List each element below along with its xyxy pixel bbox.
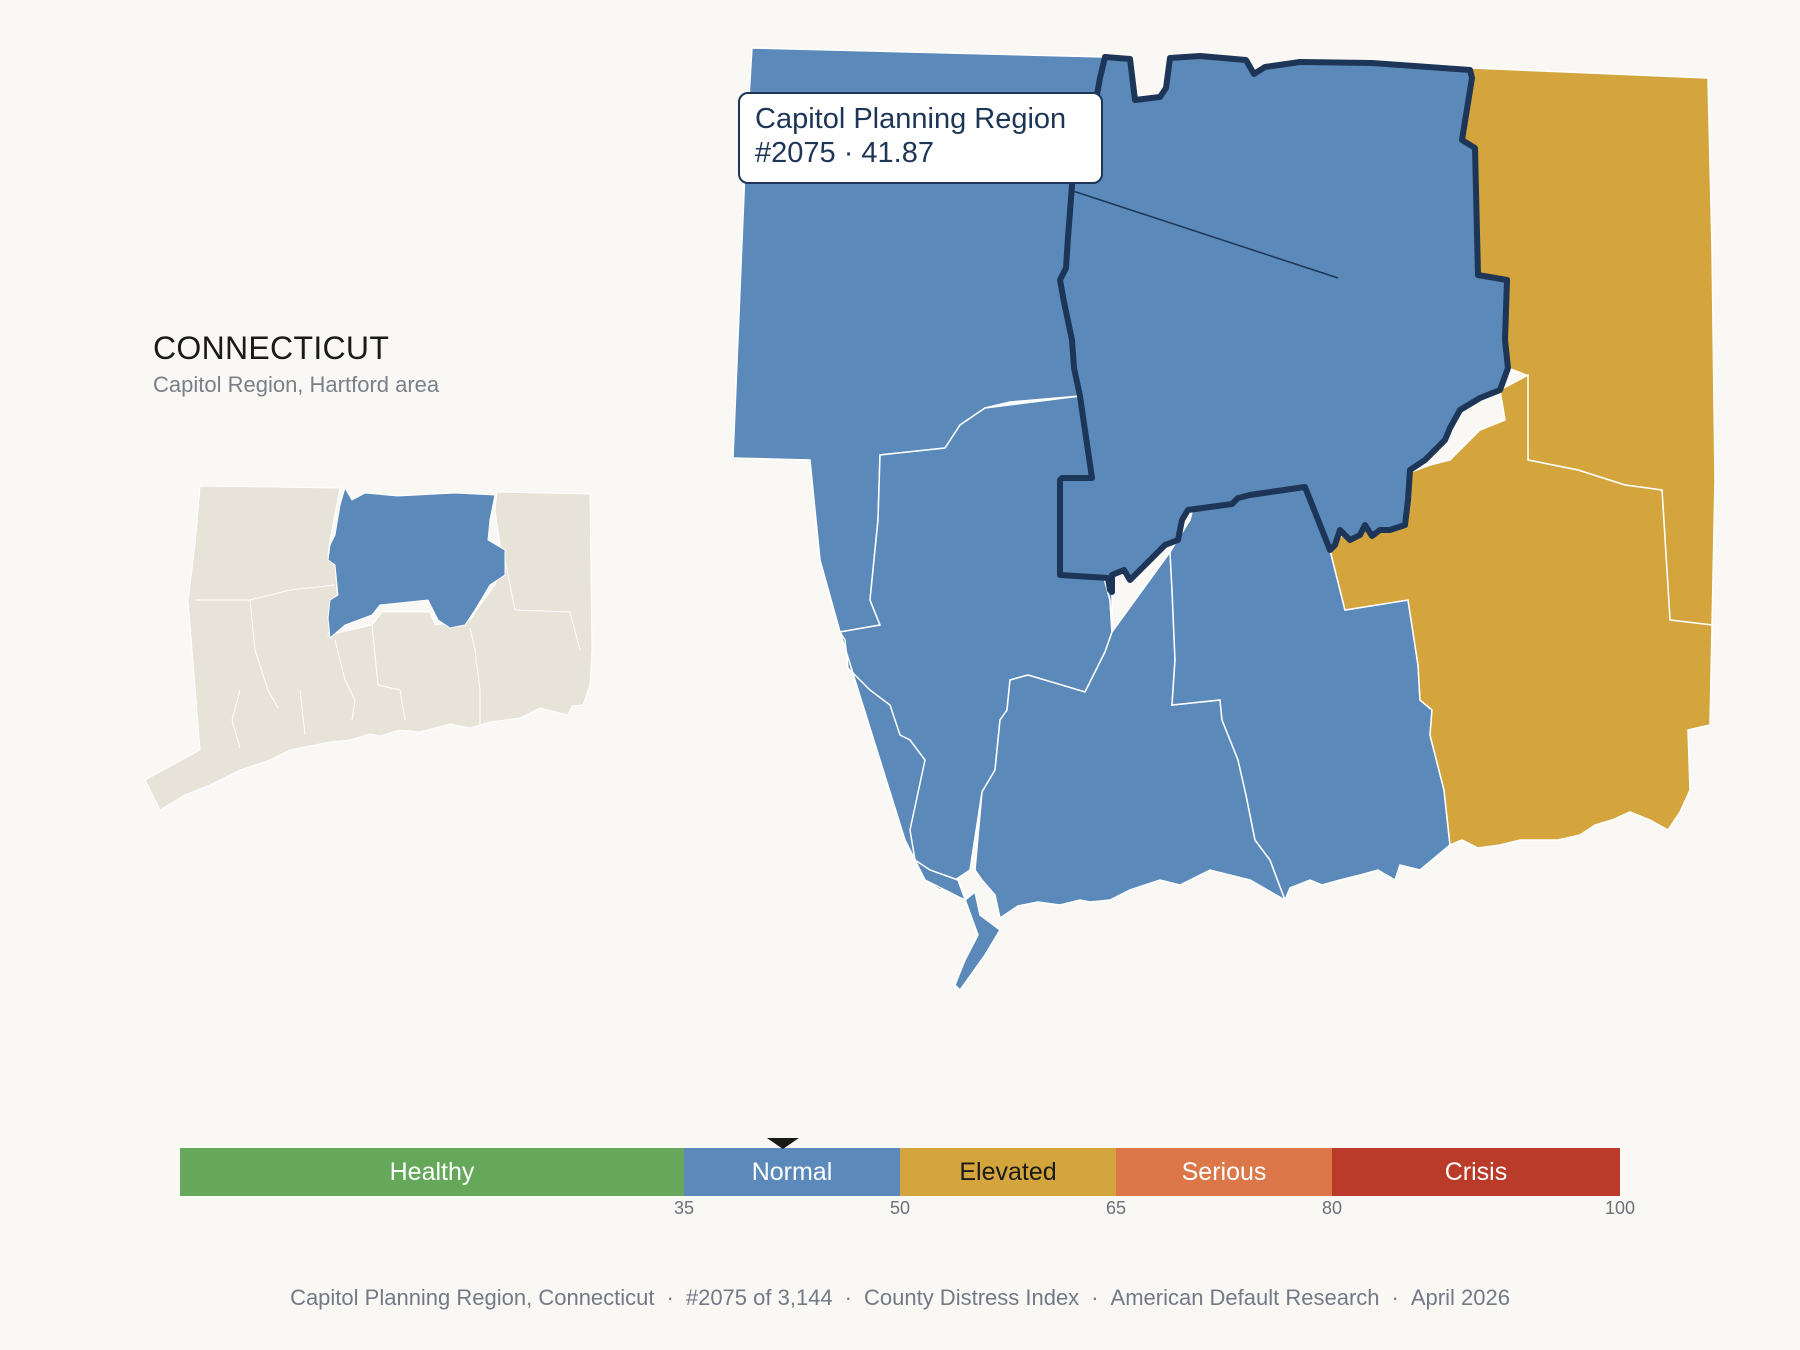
region-capitol[interactable] xyxy=(1057,53,1511,595)
scale-tick-50: 50 xyxy=(889,1198,911,1218)
tooltip-rank-score: #2075 · 41.87 xyxy=(755,137,934,169)
main-map xyxy=(732,47,1716,992)
footer-separator: · xyxy=(1091,1285,1099,1310)
scale-tick-65: 65 xyxy=(1105,1198,1127,1218)
scale-tick-80: 80 xyxy=(1321,1198,1343,1218)
footer-separator: · xyxy=(1391,1285,1399,1310)
value-marker xyxy=(766,1138,799,1149)
inset-map xyxy=(144,485,593,811)
footer-item: Capitol Planning Region, Connecticut xyxy=(290,1285,655,1310)
scale-label-normal: Normal xyxy=(751,1158,833,1186)
region-western[interactable] xyxy=(839,631,1001,992)
footer-credits: Capitol Planning Region, Connecticut · #20… xyxy=(0,1285,1800,1311)
footer-item: #2075 of 3,144 xyxy=(685,1285,833,1310)
scale-tick-35: 35 xyxy=(673,1198,695,1218)
footer-separator: · xyxy=(844,1285,852,1310)
state-subtitle: Capitol Region, Hartford area xyxy=(153,372,440,397)
scale-label-crisis: Crisis xyxy=(1444,1158,1508,1186)
scale-label-serious: Serious xyxy=(1181,1158,1267,1186)
footer-separator: · xyxy=(666,1285,674,1310)
inset-region-borders xyxy=(195,559,581,749)
state-title: CONNECTICUT xyxy=(153,330,390,366)
distress-scale-bar xyxy=(180,1148,1620,1196)
scale-band-healthy xyxy=(180,1148,684,1196)
tooltip-region-name: Capitol Planning Region xyxy=(755,103,1067,135)
footer-item: County Distress Index xyxy=(863,1285,1080,1310)
region-south-central[interactable] xyxy=(974,549,1287,920)
region-tooltip: Capitol Planning Region #2075 · 41.87 xyxy=(738,92,1103,184)
footer-item: American Default Research xyxy=(1110,1285,1380,1310)
footer-item: April 2026 xyxy=(1410,1285,1510,1310)
scale-label-healthy: Healthy xyxy=(389,1158,475,1186)
tooltip-leader-line xyxy=(1069,189,1339,279)
scale-tick-100: 100 xyxy=(1604,1198,1636,1218)
region-southeastern[interactable] xyxy=(1329,373,1713,849)
scale-band-serious xyxy=(1116,1148,1332,1196)
inset-state-outline xyxy=(144,485,593,811)
inset-capitol-region[interactable] xyxy=(327,486,506,640)
scale-band-crisis xyxy=(1332,1148,1620,1196)
scale-band-normal xyxy=(684,1148,900,1196)
scale-band-elevated xyxy=(900,1148,1116,1196)
scale-label-elevated: Elevated xyxy=(959,1158,1057,1186)
